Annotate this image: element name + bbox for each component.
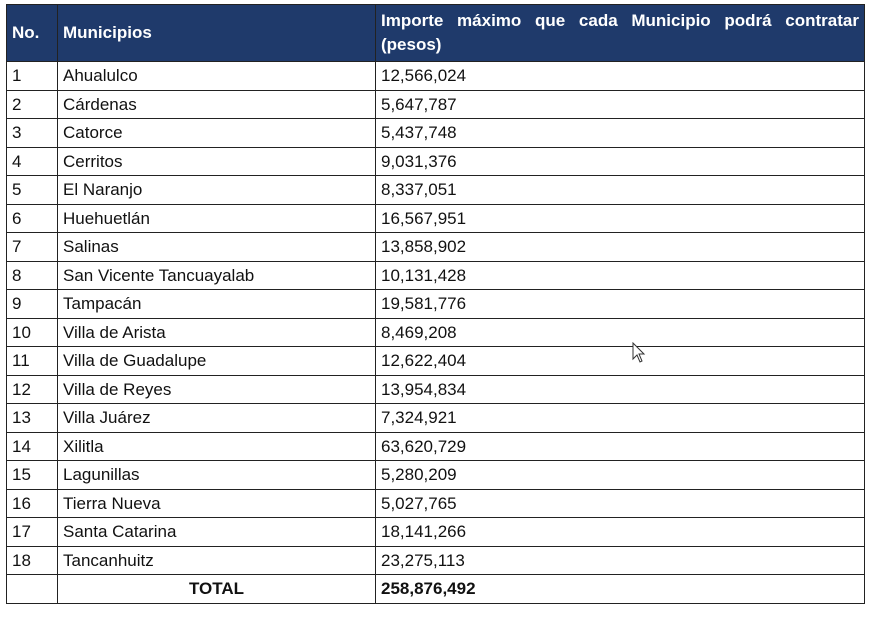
amount: 16,567,951 <box>375 203 865 233</box>
table-row: 1 Ahualulco 12,566,024 <box>6 61 865 91</box>
amount: 7,324,921 <box>375 403 865 433</box>
row-number: 18 <box>6 545 58 575</box>
amount: 5,280,209 <box>375 460 865 490</box>
header-cell: Municipios <box>57 4 376 62</box>
municipality: Huehuetlán <box>57 203 376 233</box>
amount: 10,131,428 <box>375 260 865 290</box>
table-row: 5 El Naranjo 8,337,051 <box>6 175 865 205</box>
municipality: Santa Catarina <box>57 517 376 547</box>
amount: 19,581,776 <box>375 289 865 319</box>
table-row: 6 Huehuetlán 16,567,951 <box>6 203 865 233</box>
table-row: 16 Tierra Nueva 5,027,765 <box>6 488 865 518</box>
amount: 12,566,024 <box>375 61 865 91</box>
table-row: 11 Villa de Guadalupe 12,622,404 <box>6 346 865 376</box>
empty-cell <box>6 574 58 604</box>
municipality: San Vicente Tancuayalab <box>57 260 376 290</box>
table-row: 18 Tancanhuitz 23,275,113 <box>6 545 865 575</box>
municipality: Cárdenas <box>57 89 376 119</box>
row-number: 6 <box>6 203 58 233</box>
row-number: 3 <box>6 118 58 148</box>
municipality: Villa de Arista <box>57 317 376 347</box>
table-row: 7 Salinas 13,858,902 <box>6 232 865 262</box>
municipality: Lagunillas <box>57 460 376 490</box>
amount: 5,647,787 <box>375 89 865 119</box>
row-number: 12 <box>6 374 58 404</box>
table-row: 10 Villa de Arista 8,469,208 <box>6 317 865 347</box>
table-row: 13 Villa Juárez 7,324,921 <box>6 403 865 433</box>
municipality: Villa Juárez <box>57 403 376 433</box>
municipality: Cerritos <box>57 146 376 176</box>
data-table: No. Municipios Importe máximo que cada M… <box>6 4 865 604</box>
row-number: 4 <box>6 146 58 176</box>
municipality: Catorce <box>57 118 376 148</box>
header-cell: No. <box>6 4 58 62</box>
amount: 18,141,266 <box>375 517 865 547</box>
total-label: TOTAL <box>57 574 376 604</box>
row-number: 15 <box>6 460 58 490</box>
amount: 8,469,208 <box>375 317 865 347</box>
table-row: 14 Xilitla 63,620,729 <box>6 431 865 461</box>
row-number: 16 <box>6 488 58 518</box>
row-number: 10 <box>6 317 58 347</box>
row-number: 7 <box>6 232 58 262</box>
amount: 13,858,902 <box>375 232 865 262</box>
table-body: 1 Ahualulco 12,566,024 2 Cárdenas 5,647,787 3 C… <box>6 61 865 604</box>
municipality: Salinas <box>57 232 376 262</box>
table-row: 17 Santa Catarina 18,141,266 <box>6 517 865 547</box>
table-header: No. Municipios Importe máximo que cada M… <box>6 4 865 62</box>
row-number: 14 <box>6 431 58 461</box>
table-row: 4 Cerritos 9,031,376 <box>6 146 865 176</box>
table-row: 15 Lagunillas 5,280,209 <box>6 460 865 490</box>
table-row: 2 Cárdenas 5,647,787 <box>6 89 865 119</box>
table-row: 3 Catorce 5,437,748 <box>6 118 865 148</box>
amount: 5,437,748 <box>375 118 865 148</box>
table-row: 8 San Vicente Tancuayalab 10,131,428 <box>6 260 865 290</box>
total-row: TOTAL 258,876,492 <box>6 574 865 604</box>
row-number: 2 <box>6 89 58 119</box>
municipality: Tierra Nueva <box>57 488 376 518</box>
amount: 8,337,051 <box>375 175 865 205</box>
row-number: 8 <box>6 260 58 290</box>
row-number: 5 <box>6 175 58 205</box>
row-number: 17 <box>6 517 58 547</box>
amount: 5,027,765 <box>375 488 865 518</box>
row-number: 11 <box>6 346 58 376</box>
municipality: Ahualulco <box>57 61 376 91</box>
municipality: Tancanhuitz <box>57 545 376 575</box>
header-row: No. Municipios Importe máximo que cada M… <box>6 4 865 62</box>
municipality: Xilitla <box>57 431 376 461</box>
municipality: El Naranjo <box>57 175 376 205</box>
amount: 23,275,113 <box>375 545 865 575</box>
amount: 63,620,729 <box>375 431 865 461</box>
amount: 13,954,834 <box>375 374 865 404</box>
row-number: 13 <box>6 403 58 433</box>
amount: 9,031,376 <box>375 146 865 176</box>
row-number: 9 <box>6 289 58 319</box>
row-number: 1 <box>6 61 58 91</box>
municipality: Tampacán <box>57 289 376 319</box>
header-cell: Importe máximo que cada Municipio podrá … <box>375 4 865 62</box>
total-value: 258,876,492 <box>375 574 865 604</box>
mouse-cursor <box>632 342 646 363</box>
amount: 12,622,404 <box>375 346 865 376</box>
table-row: 9 Tampacán 19,581,776 <box>6 289 865 319</box>
municipality: Villa de Guadalupe <box>57 346 376 376</box>
municipality: Villa de Reyes <box>57 374 376 404</box>
table-row: 12 Villa de Reyes 13,954,834 <box>6 374 865 404</box>
